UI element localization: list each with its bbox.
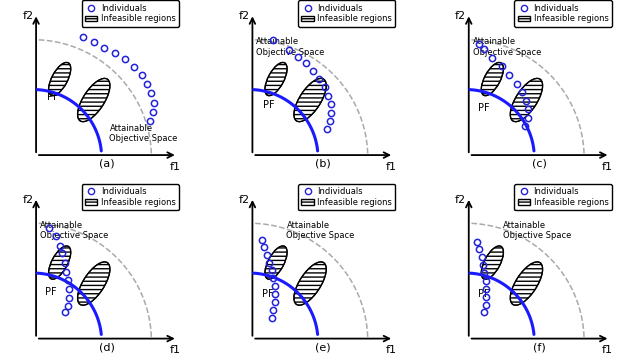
Text: Attainable
Objective Space: Attainable Objective Space bbox=[287, 221, 355, 240]
Text: f2: f2 bbox=[22, 195, 33, 205]
Text: Attainable
Objective Space: Attainable Objective Space bbox=[40, 221, 108, 240]
Text: Attainable
Objective Space: Attainable Objective Space bbox=[473, 37, 541, 57]
Legend: Individuals, Infeasible regions: Individuals, Infeasible regions bbox=[515, 0, 612, 27]
Text: PF: PF bbox=[478, 289, 490, 299]
Legend: Individuals, Infeasible regions: Individuals, Infeasible regions bbox=[298, 184, 396, 210]
Ellipse shape bbox=[265, 62, 287, 96]
Text: f1: f1 bbox=[386, 162, 397, 172]
Ellipse shape bbox=[49, 246, 71, 279]
Text: f1: f1 bbox=[170, 162, 180, 172]
Ellipse shape bbox=[49, 62, 71, 96]
Text: f2: f2 bbox=[22, 11, 33, 21]
Ellipse shape bbox=[77, 78, 110, 122]
Ellipse shape bbox=[265, 246, 287, 279]
Legend: Individuals, Infeasible regions: Individuals, Infeasible regions bbox=[298, 0, 396, 27]
Text: f1: f1 bbox=[602, 162, 613, 172]
Text: PF: PF bbox=[478, 102, 490, 113]
Ellipse shape bbox=[510, 262, 543, 305]
Text: (e): (e) bbox=[316, 342, 331, 352]
Ellipse shape bbox=[294, 78, 326, 122]
Text: f1: f1 bbox=[602, 345, 613, 355]
Text: (b): (b) bbox=[316, 159, 331, 168]
Text: f2: f2 bbox=[239, 11, 250, 21]
Text: f2: f2 bbox=[455, 11, 466, 21]
Text: (d): (d) bbox=[99, 342, 115, 352]
Text: f1: f1 bbox=[170, 345, 180, 355]
Text: f1: f1 bbox=[386, 345, 397, 355]
Ellipse shape bbox=[481, 62, 504, 96]
Legend: Individuals, Infeasible regions: Individuals, Infeasible regions bbox=[82, 0, 179, 27]
Ellipse shape bbox=[77, 262, 110, 305]
Legend: Individuals, Infeasible regions: Individuals, Infeasible regions bbox=[515, 184, 612, 210]
Text: (a): (a) bbox=[99, 159, 115, 168]
Text: Attainable
Objective Space: Attainable Objective Space bbox=[257, 37, 324, 57]
Ellipse shape bbox=[294, 262, 326, 305]
Ellipse shape bbox=[481, 246, 504, 279]
Text: (c): (c) bbox=[532, 159, 547, 168]
Text: f2: f2 bbox=[239, 195, 250, 205]
Text: PF: PF bbox=[47, 92, 58, 102]
Ellipse shape bbox=[510, 78, 543, 122]
Text: PF: PF bbox=[262, 289, 273, 299]
Text: Attainable
Objective Space: Attainable Objective Space bbox=[109, 124, 178, 143]
Legend: Individuals, Infeasible regions: Individuals, Infeasible regions bbox=[82, 184, 179, 210]
Text: (f): (f) bbox=[533, 342, 546, 352]
Text: f2: f2 bbox=[455, 195, 466, 205]
Text: PF: PF bbox=[45, 287, 57, 297]
Text: PF: PF bbox=[263, 100, 275, 110]
Text: Attainable
Objective Space: Attainable Objective Space bbox=[503, 221, 572, 240]
